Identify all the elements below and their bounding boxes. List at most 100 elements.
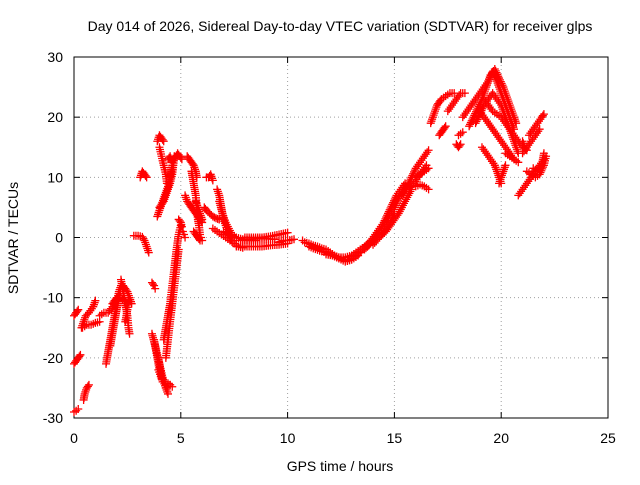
data-point xyxy=(497,173,506,182)
data-point xyxy=(188,159,197,168)
data-series-arc xyxy=(426,89,459,128)
data-point xyxy=(502,93,511,102)
data-series-arc xyxy=(70,350,85,368)
data-point xyxy=(89,302,98,311)
data-point xyxy=(508,129,517,138)
data-point xyxy=(155,206,164,215)
x-tick-label: 20 xyxy=(493,430,509,446)
data-point xyxy=(417,156,426,165)
data-point xyxy=(411,177,420,186)
data-series-arc xyxy=(79,380,93,404)
data-point xyxy=(479,145,488,154)
data-point xyxy=(182,195,191,204)
data-point xyxy=(181,193,190,202)
data-point xyxy=(497,103,506,112)
y-tick-label: -20 xyxy=(43,350,63,366)
data-point xyxy=(490,127,499,136)
data-point xyxy=(477,143,486,152)
data-point xyxy=(525,175,534,184)
data-point xyxy=(141,171,150,180)
data-point xyxy=(498,139,507,148)
data-series-arc xyxy=(129,231,153,257)
data-point xyxy=(213,187,222,196)
data-point xyxy=(222,220,231,229)
data-point xyxy=(499,83,508,92)
data-point xyxy=(153,212,162,221)
data-point xyxy=(485,73,494,82)
data-point xyxy=(159,137,168,146)
data-point xyxy=(156,204,165,213)
data-point xyxy=(495,135,504,144)
data-point xyxy=(507,105,516,114)
data-point xyxy=(499,107,508,116)
data-point xyxy=(492,95,501,104)
data-point xyxy=(196,209,205,218)
data-series-arc xyxy=(524,110,548,140)
data-point xyxy=(452,95,461,104)
data-point xyxy=(497,101,506,110)
data-point xyxy=(387,207,396,216)
data-point xyxy=(376,226,385,235)
data-point xyxy=(533,167,542,176)
data-point xyxy=(175,216,184,225)
data-point xyxy=(519,139,528,148)
data-point xyxy=(412,175,421,184)
data-point xyxy=(154,210,163,219)
data-point xyxy=(177,222,186,231)
data-point xyxy=(139,234,148,243)
data-point xyxy=(383,214,392,223)
data-series-arc xyxy=(174,215,186,231)
data-series-arc xyxy=(153,161,177,221)
data-point xyxy=(526,129,535,138)
data-point xyxy=(441,122,450,131)
data-point xyxy=(485,75,494,84)
data-point xyxy=(510,131,519,140)
data-point xyxy=(527,127,536,136)
data-series-arc xyxy=(435,122,450,140)
data-point xyxy=(496,77,505,86)
data-point xyxy=(161,188,170,197)
data-point xyxy=(84,380,93,389)
data-point xyxy=(488,125,497,134)
data-point xyxy=(123,287,132,296)
data-point xyxy=(534,165,543,174)
data-point xyxy=(445,105,454,114)
data-point xyxy=(483,151,492,160)
data-point xyxy=(492,131,501,140)
data-series-arc xyxy=(78,317,104,332)
data-point xyxy=(500,163,509,172)
data-point xyxy=(395,207,404,216)
data-point xyxy=(398,191,407,200)
data-series-arc xyxy=(191,197,207,224)
data-point xyxy=(460,89,469,98)
data-point xyxy=(455,91,464,100)
data-series-arc xyxy=(202,170,217,185)
data-point xyxy=(191,165,200,174)
data-point xyxy=(490,161,499,170)
data-point xyxy=(423,148,432,157)
data-point xyxy=(163,387,172,396)
data-point xyxy=(539,149,548,158)
data-point xyxy=(162,186,171,195)
data-point xyxy=(403,193,412,202)
data-point xyxy=(524,177,533,186)
data-point xyxy=(478,93,487,102)
data-point xyxy=(485,103,494,112)
data-point xyxy=(524,131,533,140)
data-point xyxy=(90,298,99,307)
data-point xyxy=(74,305,83,314)
data-point xyxy=(468,99,477,108)
axes-layer: 0 5 10 15 20 25 -30 -20 -10 0 10 20 30 xyxy=(43,49,616,446)
data-point xyxy=(80,389,89,398)
data-point xyxy=(411,164,420,173)
data-point xyxy=(194,205,203,214)
data-point xyxy=(458,128,467,137)
data-point xyxy=(528,135,537,144)
data-point xyxy=(424,146,433,155)
data-point xyxy=(386,209,395,218)
x-tick-label: 10 xyxy=(280,430,296,446)
data-point xyxy=(208,174,217,183)
data-point xyxy=(455,141,464,150)
data-point xyxy=(392,199,401,208)
y-tick-label: 0 xyxy=(55,230,63,246)
